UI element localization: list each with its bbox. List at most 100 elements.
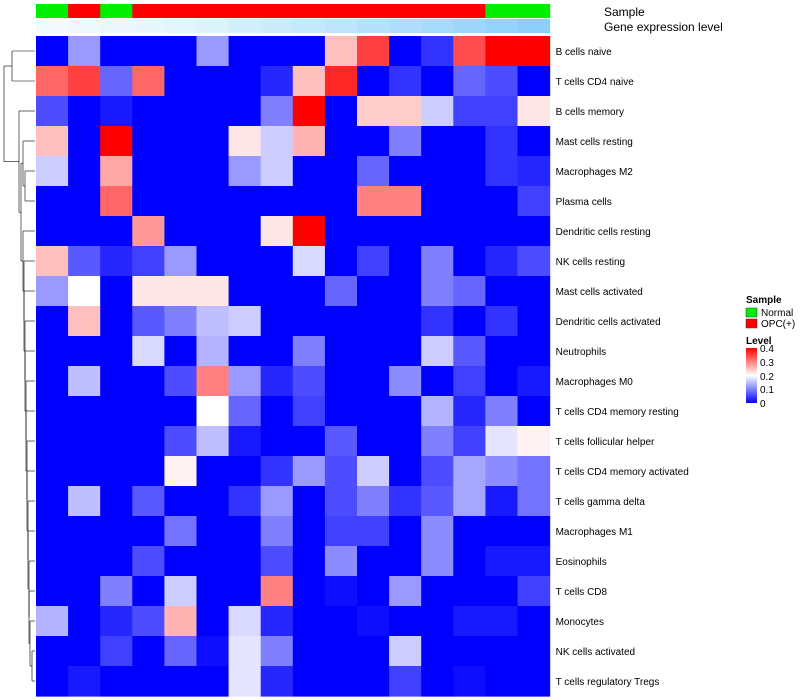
heatmap-cell [36,546,69,577]
heatmap-cell [421,336,454,367]
heatmap-cell [36,516,69,547]
heatmap-cell [389,546,422,577]
heatmap-cell [132,366,165,397]
sample-track-label: Sample [604,5,645,19]
heatmap-cell [100,486,133,517]
heatmap-cell [357,366,390,397]
heatmap-cell [517,576,551,607]
heatmap-cell [228,36,262,67]
heatmap-cell [485,636,519,667]
row-label: T cells CD4 naive [556,77,635,88]
heatmap-cell [36,156,69,187]
heatmap-cell [228,336,262,367]
heatmap-cell [132,216,165,247]
heatmap-cell [357,546,390,577]
heatmap-cell [292,276,326,307]
heatmap-cell [485,336,519,367]
row-label: Macrophages M0 [556,377,634,388]
heatmap-cell [228,516,262,547]
heatmap-cell [132,456,165,487]
heatmap-cell [196,456,230,487]
heatmap-cell [100,396,133,427]
heatmap-cell [68,456,101,487]
heatmap-cell [453,456,486,487]
row-label: NK cells resting [556,257,625,268]
expression-track-label: Gene expression level [604,20,723,34]
heatmap-cell [260,636,294,667]
heatmap-cell [453,606,486,637]
heatmap-cell [68,606,101,637]
heatmap-cell [324,546,358,577]
heatmap-cell [453,306,486,337]
expression-annotation-cell [517,19,551,33]
heatmap-cell [132,516,165,547]
heatmap-cell [389,306,422,337]
heatmap-cell [100,576,133,607]
row-label: T cells CD4 memory resting [556,407,679,418]
heatmap-cell [196,216,230,247]
heatmap-cell [196,666,230,697]
heatmap-cell [517,66,551,97]
heatmap-cell [357,96,390,127]
heatmap-cell [357,36,390,67]
heatmap-cell [260,456,294,487]
heatmap-cell [68,96,101,127]
heatmap-cell [357,636,390,667]
heatmap-cell [100,636,133,667]
heatmap-cell [164,216,198,247]
heatmap-cell [36,186,69,217]
heatmap-cell [453,276,486,307]
heatmap-cell [100,246,133,277]
heatmap-cell [517,336,551,367]
heatmap-cell [164,426,198,457]
row-label: B cells naive [556,47,613,58]
heatmap-cell [132,246,165,277]
heatmap-cell [453,396,486,427]
heatmap-cell [260,156,294,187]
expression-annotation-cell [485,19,519,33]
heatmap-cell [389,366,422,397]
heatmap-cell [357,186,390,217]
heatmap-cell [357,336,390,367]
heatmap-cells [36,36,551,697]
heatmap-cell [100,36,133,67]
heatmap-cell [260,186,294,217]
heatmap-cell [421,666,454,697]
heatmap-cell [260,336,294,367]
heatmap-cell [453,66,486,97]
heatmap-cell [389,516,422,547]
heatmap-cell [292,156,326,187]
heatmap-cell [453,666,486,697]
expression-annotation-cell [132,19,165,33]
row-dendrogram [3,50,35,682]
row-labels: B cells naive T cells CD4 naive B cells me… [556,47,689,688]
heatmap-cell [421,546,454,577]
heatmap-cell [453,486,486,517]
legend-tick-0.1: 0.1 [760,385,774,396]
sample-annotation-cell [100,4,133,18]
heatmap-cell [196,636,230,667]
heatmap-cell [132,606,165,637]
sample-annotation-cell [517,4,551,18]
row-label: T cells CD8 [556,587,608,598]
heatmap-cell [100,186,133,217]
sample-annotation-cell [324,4,358,18]
heatmap-cell [164,306,198,337]
heatmap-cell [196,546,230,577]
heatmap-cell [68,666,101,697]
heatmap-cell [260,306,294,337]
heatmap-cell [421,426,454,457]
heatmap-cell [357,276,390,307]
sample-annotation-cell [389,4,422,18]
row-label: B cells memory [556,107,624,118]
heatmap-cell [36,336,69,367]
heatmap-cell [389,606,422,637]
heatmap-cell [453,336,486,367]
heatmap-cell [421,366,454,397]
heatmap-cell [292,96,326,127]
legend-tick-0: 0 [760,399,766,410]
heatmap-cell [36,246,69,277]
heatmap-cell [324,486,358,517]
heatmap-cell [260,96,294,127]
heatmap-cell [453,156,486,187]
